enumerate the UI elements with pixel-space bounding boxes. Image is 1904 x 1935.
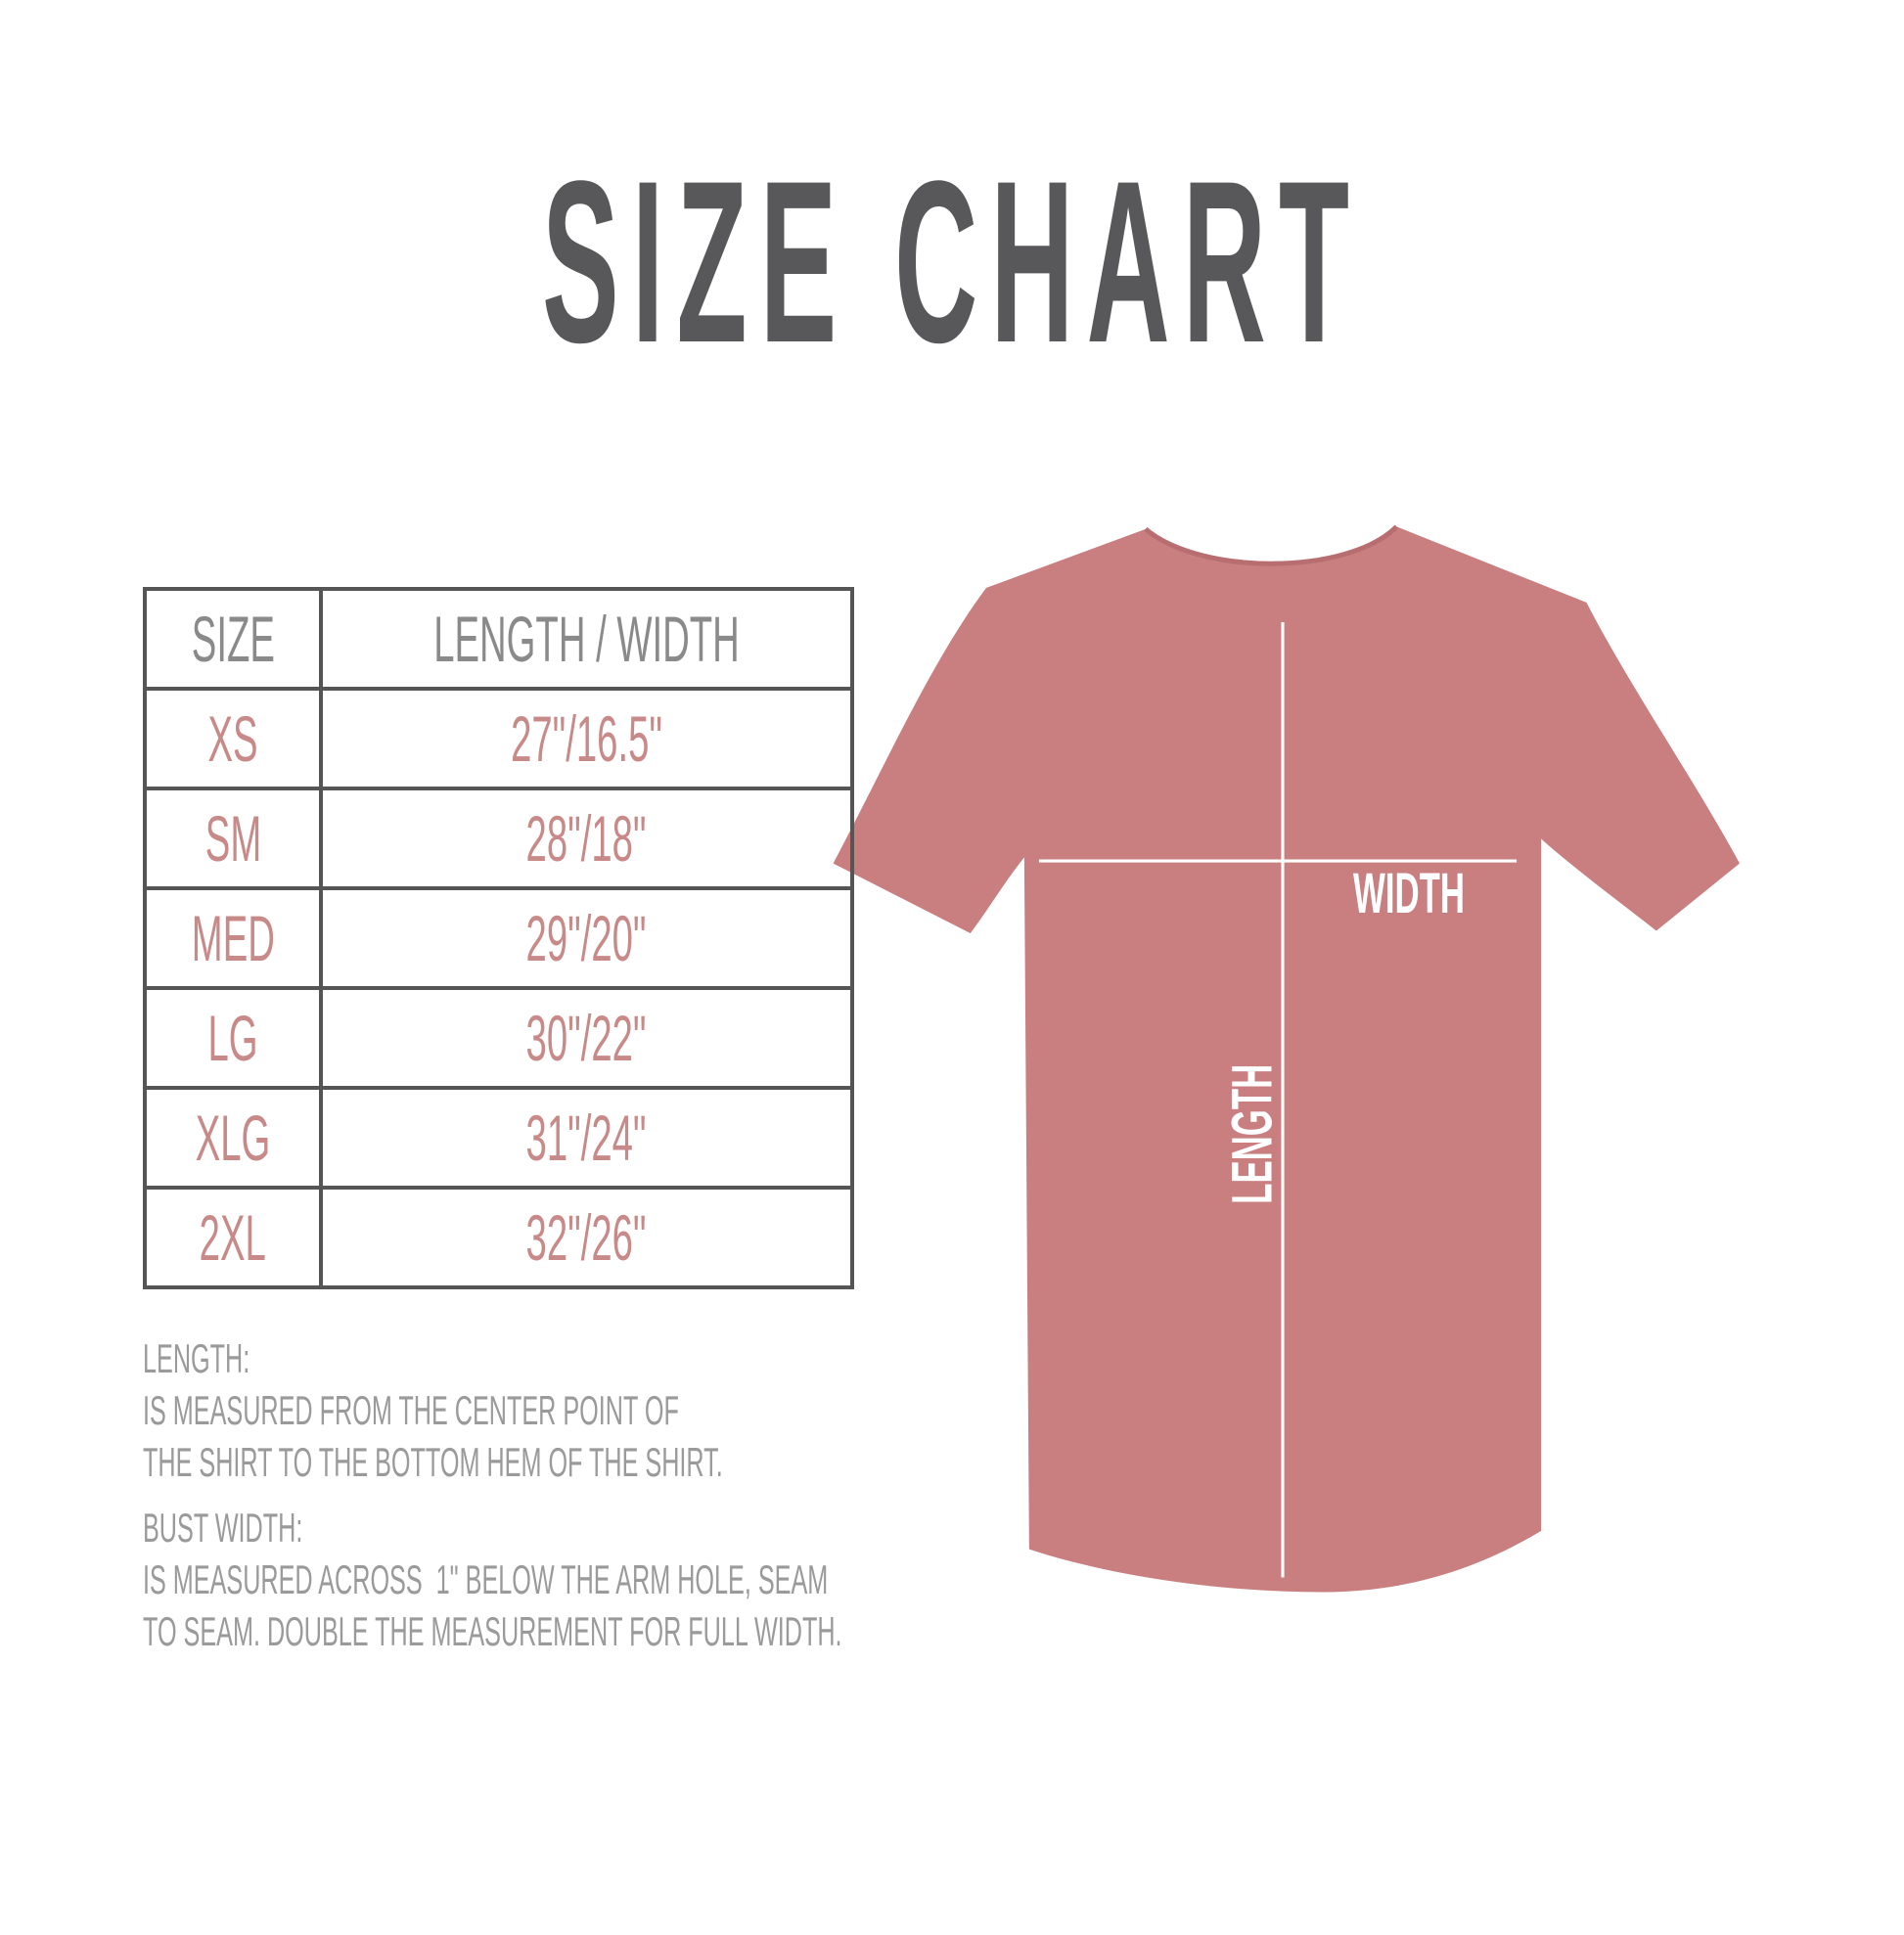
table-row: XS 27"/16.5" bbox=[143, 687, 854, 790]
width-heading: BUST WIDTH: bbox=[143, 1505, 303, 1551]
size-cell: XLG bbox=[143, 1086, 323, 1190]
header-length-width: LENGTH / WIDTH bbox=[319, 587, 854, 691]
measure-cell: 31"/24" bbox=[319, 1086, 854, 1190]
width-label: WIDTH bbox=[1353, 862, 1466, 925]
length-note-line: IS MEASURED FROM THE CENTER POINT OF bbox=[143, 1387, 679, 1433]
table-row: MED 29"/20" bbox=[143, 886, 854, 990]
width-note-line: IS MEASURED ACROSS 1" BELOW THE ARM HOLE… bbox=[143, 1556, 829, 1602]
measure-cell: 32"/26" bbox=[319, 1186, 854, 1289]
table-row: SM 28"/18" bbox=[143, 787, 854, 890]
table-header-row: SIZE LENGTH / WIDTH bbox=[143, 587, 854, 691]
length-note-line: THE SHIRT TO THE BOTTOM HEM OF THE SHIRT… bbox=[143, 1439, 723, 1485]
page-title: SIZE CHART bbox=[542, 133, 1362, 391]
measure-cell: 29"/20" bbox=[319, 886, 854, 990]
t-shirt-body bbox=[833, 526, 1740, 1593]
size-cell: MED bbox=[143, 886, 323, 990]
length-label: LENGTH bbox=[1220, 1063, 1285, 1204]
size-cell: 2XL bbox=[143, 1186, 323, 1289]
size-table: SIZE LENGTH / WIDTH XS 27"/16.5" SM 28"/18… bbox=[143, 587, 854, 1289]
size-cell: LG bbox=[143, 986, 323, 1090]
width-note-line: TO SEAM. DOUBLE THE MEASUREMENT FOR FULL… bbox=[143, 1608, 842, 1654]
t-shirt-collar bbox=[1144, 524, 1399, 566]
length-heading: LENGTH: bbox=[143, 1335, 250, 1381]
size-cell: XS bbox=[143, 687, 323, 790]
measure-cell: 27"/16.5" bbox=[319, 687, 854, 790]
table-row: 2XL 32"/26" bbox=[143, 1186, 854, 1289]
table-row: LG 30"/22" bbox=[143, 986, 854, 1090]
measure-cell: 28"/18" bbox=[319, 787, 854, 890]
header-size: SIZE bbox=[143, 587, 323, 691]
table-row: XLG 31"/24" bbox=[143, 1086, 854, 1190]
measurement-notes: LENGTH: IS MEASURED FROM THE CENTER POIN… bbox=[143, 1335, 1308, 1660]
size-cell: SM bbox=[143, 787, 323, 890]
measure-cell: 30"/22" bbox=[319, 986, 854, 1090]
